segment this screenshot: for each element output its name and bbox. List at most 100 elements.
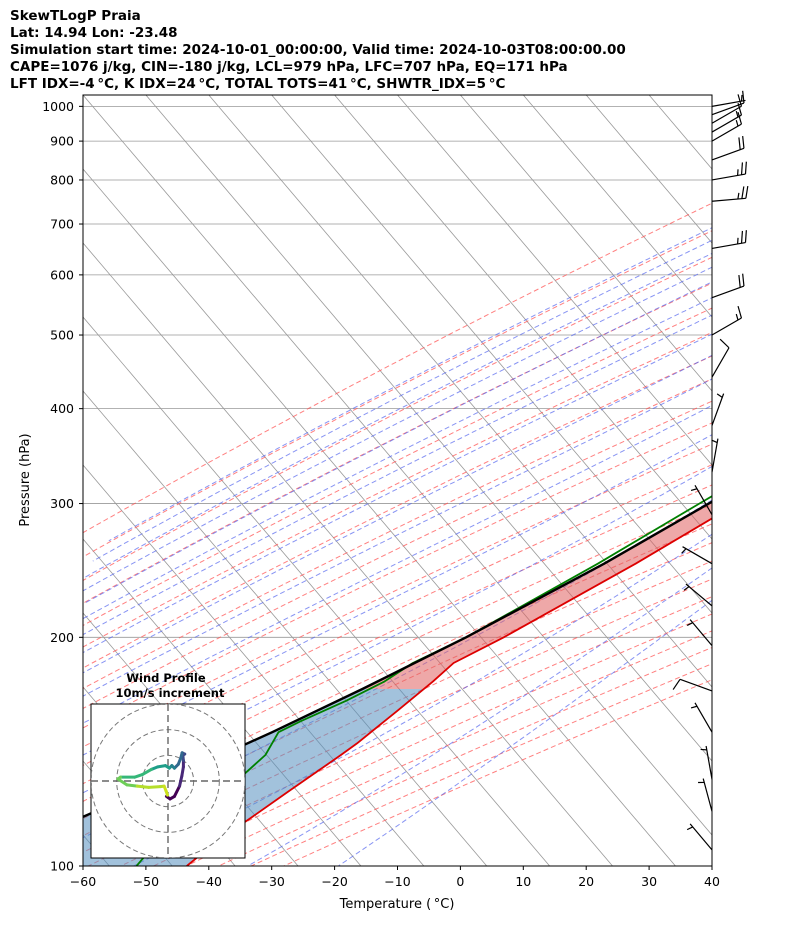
y-axis-label: Pressure (hPa) (18, 433, 33, 526)
y-tick-label: 900 (50, 134, 74, 149)
barb-staff (705, 745, 713, 780)
dry-adiabat (83, 282, 712, 604)
x-tick-label: −30 (259, 874, 285, 889)
isotherm-line (83, 95, 712, 836)
wind-barb (711, 230, 747, 250)
barb-staff (679, 678, 713, 692)
profile-lines (83, 495, 712, 866)
wind-barb (672, 678, 713, 692)
dry-adiabat (83, 504, 712, 802)
barb-flag (737, 305, 743, 319)
barb-staff (711, 105, 742, 124)
chart-header: SkewTLogP Praia Lat: 14.94 Lon: -23.48 S… (10, 8, 626, 93)
barb-flag (737, 103, 743, 116)
dry-adiabat (83, 378, 712, 690)
indices-line-1: CAPE=1076 j/kg, CIN=-180 j/kg, LCL=979 h… (10, 59, 568, 75)
x-tick-label: −40 (196, 874, 222, 889)
moist-adiabat (83, 252, 712, 579)
barb-flag (672, 678, 681, 690)
x-tick-label: −60 (70, 874, 96, 889)
isotherm-line (83, 168, 676, 866)
x-tick-label: −10 (384, 874, 410, 889)
isotherm-line (585, 95, 712, 244)
hodograph-trace-segment (135, 784, 151, 789)
wind-barb (686, 823, 713, 851)
barb-half-flag (735, 313, 739, 321)
wind-barb (711, 94, 743, 124)
barb-staff (685, 583, 713, 607)
isotherm-line (271, 95, 712, 614)
isotherm-line (397, 95, 712, 466)
x-tick-label: 10 (515, 874, 531, 889)
dry-adiabat (83, 464, 712, 767)
y-axis-ticks: 1000 900 800 700 600 500 400 300 200 100 (42, 99, 83, 874)
hodograph-trace-segment (164, 789, 169, 797)
barb-half-flag (716, 393, 723, 398)
y-tick-label: 400 (50, 401, 74, 416)
hodograph-title: Wind Profile (126, 671, 206, 685)
dry-adiabat (83, 202, 712, 534)
hodograph-plot (91, 704, 245, 858)
wind-barb (711, 185, 749, 202)
isotherm-line (208, 95, 712, 688)
location-line: Lat: 14.94 Lon: -23.48 (10, 25, 178, 41)
hodograph-trace-segment (180, 765, 185, 778)
barb-flag (738, 275, 741, 288)
barb-flag (719, 338, 730, 349)
barb-flag (745, 185, 749, 199)
barb-flag (740, 162, 744, 175)
time-line: Simulation start time: 2024-10-01_00:00:… (10, 42, 626, 58)
wind-barb (700, 745, 713, 780)
y-tick-label: 300 (50, 496, 74, 511)
barb-half-flag (686, 826, 693, 831)
isotherm-line (460, 95, 712, 392)
x-tick-label: −50 (133, 874, 159, 889)
isotherm-line (711, 95, 712, 96)
hodograph: Wind Profile 10m/s increment (90, 671, 246, 859)
barb-half-flag (735, 110, 739, 118)
hodograph-trace-segment (172, 784, 182, 798)
y-tick-label: 200 (50, 630, 74, 645)
barb-flag (740, 230, 744, 244)
wind-barb (711, 161, 747, 181)
barb-flag (742, 90, 745, 104)
mixing-ratio-lines (764, 95, 794, 267)
barb-half-flag (690, 705, 698, 709)
hodograph-trace-segment (147, 785, 162, 789)
mixing-ratio-line (764, 95, 794, 267)
barb-half-flag (686, 622, 693, 626)
wind-barb (690, 484, 713, 516)
isotherm-line (83, 538, 362, 866)
barb-half-flag (735, 119, 739, 127)
wind-barb (711, 90, 745, 116)
hodograph-trace-segment (140, 767, 153, 777)
barb-flag (744, 230, 747, 243)
parcel-line (83, 500, 712, 819)
moist-adiabat (83, 297, 712, 620)
barb-staff (711, 317, 742, 336)
wind-barbs (672, 90, 749, 851)
x-tick-label: 20 (578, 874, 594, 889)
wind-barb (698, 778, 713, 812)
barb-staff (711, 123, 742, 142)
hodograph-trace-segment (178, 774, 184, 788)
barb-staff (689, 619, 713, 647)
moist-adiabat (83, 434, 712, 756)
isotherm-line (83, 242, 613, 866)
isotherm-line (145, 95, 712, 762)
x-axis-ticks: −60 −50 −40 −30 −20 −10 0 10 20 30 40 (70, 866, 720, 889)
barb-staff (682, 546, 713, 565)
isotherm-line (334, 95, 712, 540)
dry-adiabat (83, 422, 712, 729)
barb-staff (711, 241, 746, 250)
barb-staff (711, 147, 745, 161)
hodograph-trace-segment (116, 777, 129, 787)
y-tick-label: 600 (50, 267, 74, 282)
barb-staff (711, 438, 719, 473)
barb-half-flag (683, 586, 690, 591)
wind-barb (711, 112, 743, 142)
barb-half-flag (690, 488, 698, 492)
barb-half-flag (681, 548, 687, 554)
barb-flag (741, 186, 745, 199)
wind-barb (711, 135, 745, 161)
